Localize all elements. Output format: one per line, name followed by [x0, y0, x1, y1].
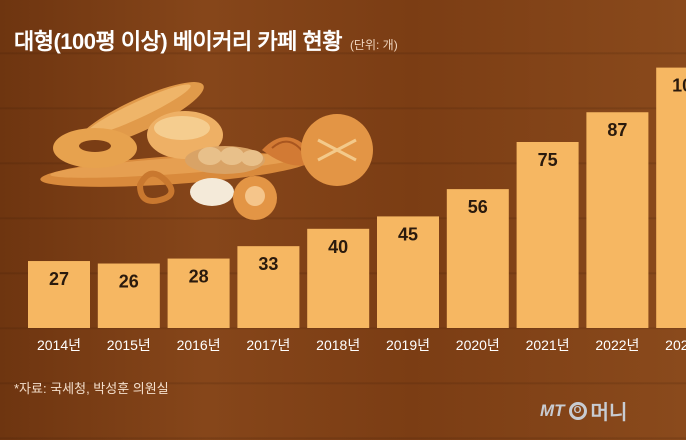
- bar-2014년: [28, 261, 90, 328]
- category-label: 2017년: [246, 337, 290, 353]
- value-label: 27: [49, 269, 69, 289]
- value-label: 26: [119, 272, 139, 292]
- bar-2015년: [97, 263, 160, 328]
- category-label: 2019년: [386, 337, 430, 353]
- logo-mt: MT: [540, 400, 565, 420]
- publisher-logo: MT O 머니: [540, 396, 627, 425]
- value-label: 28: [189, 267, 209, 287]
- bar-2019년: [377, 216, 439, 328]
- value-label: 105: [672, 76, 686, 96]
- category-label: 2016년: [177, 337, 221, 353]
- value-label: 87: [607, 120, 627, 140]
- bar-2021년: [516, 142, 579, 328]
- bar-2023년: [656, 67, 686, 328]
- value-label: 56: [468, 197, 488, 217]
- category-label: 2014년: [37, 337, 81, 353]
- chart-header: 대형(100평 이상) 베이커리 카페 현황 (단위: 개): [14, 24, 398, 56]
- category-label: 2015년: [107, 337, 151, 353]
- bread-pastry-illustration: [40, 82, 373, 220]
- bar-2020년: [446, 189, 509, 328]
- chart-title: 대형(100평 이상) 베이커리 카페 현황: [14, 29, 342, 54]
- value-label: 33: [258, 254, 278, 274]
- source-note: *자료: 국세청, 박성훈 의원실: [14, 381, 169, 396]
- category-label: 2021년: [526, 337, 570, 353]
- value-label: 40: [328, 237, 348, 257]
- value-label: 45: [398, 224, 418, 244]
- category-label: 2023년: [665, 337, 686, 353]
- bar-2022년: [586, 112, 649, 329]
- logo-text: 머니: [590, 402, 628, 424]
- bar-2018년: [307, 228, 370, 328]
- category-label: 2018년: [316, 337, 360, 353]
- unit-label: (단위: 개): [349, 38, 398, 52]
- category-label: 2020년: [456, 337, 500, 353]
- value-label: 75: [538, 150, 558, 170]
- logo-o-icon: O: [568, 401, 587, 420]
- category-label: 2022년: [595, 337, 639, 353]
- bar-2017년: [237, 246, 300, 328]
- bar-2016년: [167, 258, 230, 328]
